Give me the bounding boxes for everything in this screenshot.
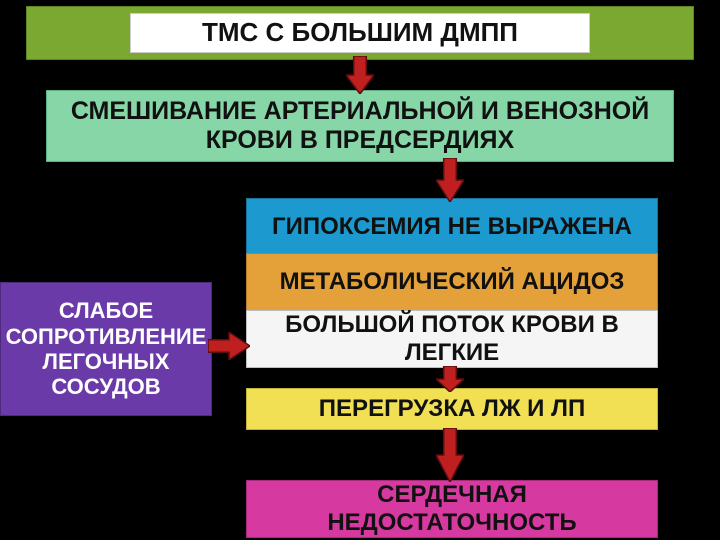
- arrow-down-icon: [436, 428, 464, 482]
- overload-box: ПЕРЕГРУЗКА ЛЖ И ЛП: [246, 388, 658, 430]
- hypoxemia-box: ГИПОКСЕМИЯ НЕ ВЫРАЖЕНА: [246, 198, 658, 256]
- arrow-down-icon: [436, 158, 464, 202]
- acidosis-box: МЕТАБОЛИЧЕСКИЙ АЦИДОЗ: [246, 253, 658, 311]
- mixing-box: СМЕШИВАНИЕ АРТЕРИАЛЬНОЙ И ВЕНОЗНОЙ КРОВИ…: [46, 90, 674, 162]
- low-resistance-box: СЛАБОЕ СОПРОТИВЛЕНИЕ ЛЕГОЧНЫХ СОСУДОВ: [0, 282, 212, 416]
- arrow-down-icon: [436, 366, 464, 392]
- heart-failure-box: СЕРДЕЧНАЯ НЕДОСТАТОЧНОСТЬ: [246, 480, 658, 538]
- title-banner: ТМС С БОЛЬШИМ ДМПП: [130, 13, 590, 53]
- arrow-down-icon: [346, 56, 374, 94]
- arrow-right-icon: [208, 332, 250, 360]
- flow-box: БОЛЬШОЙ ПОТОК КРОВИ В ЛЕГКИЕ: [246, 310, 658, 368]
